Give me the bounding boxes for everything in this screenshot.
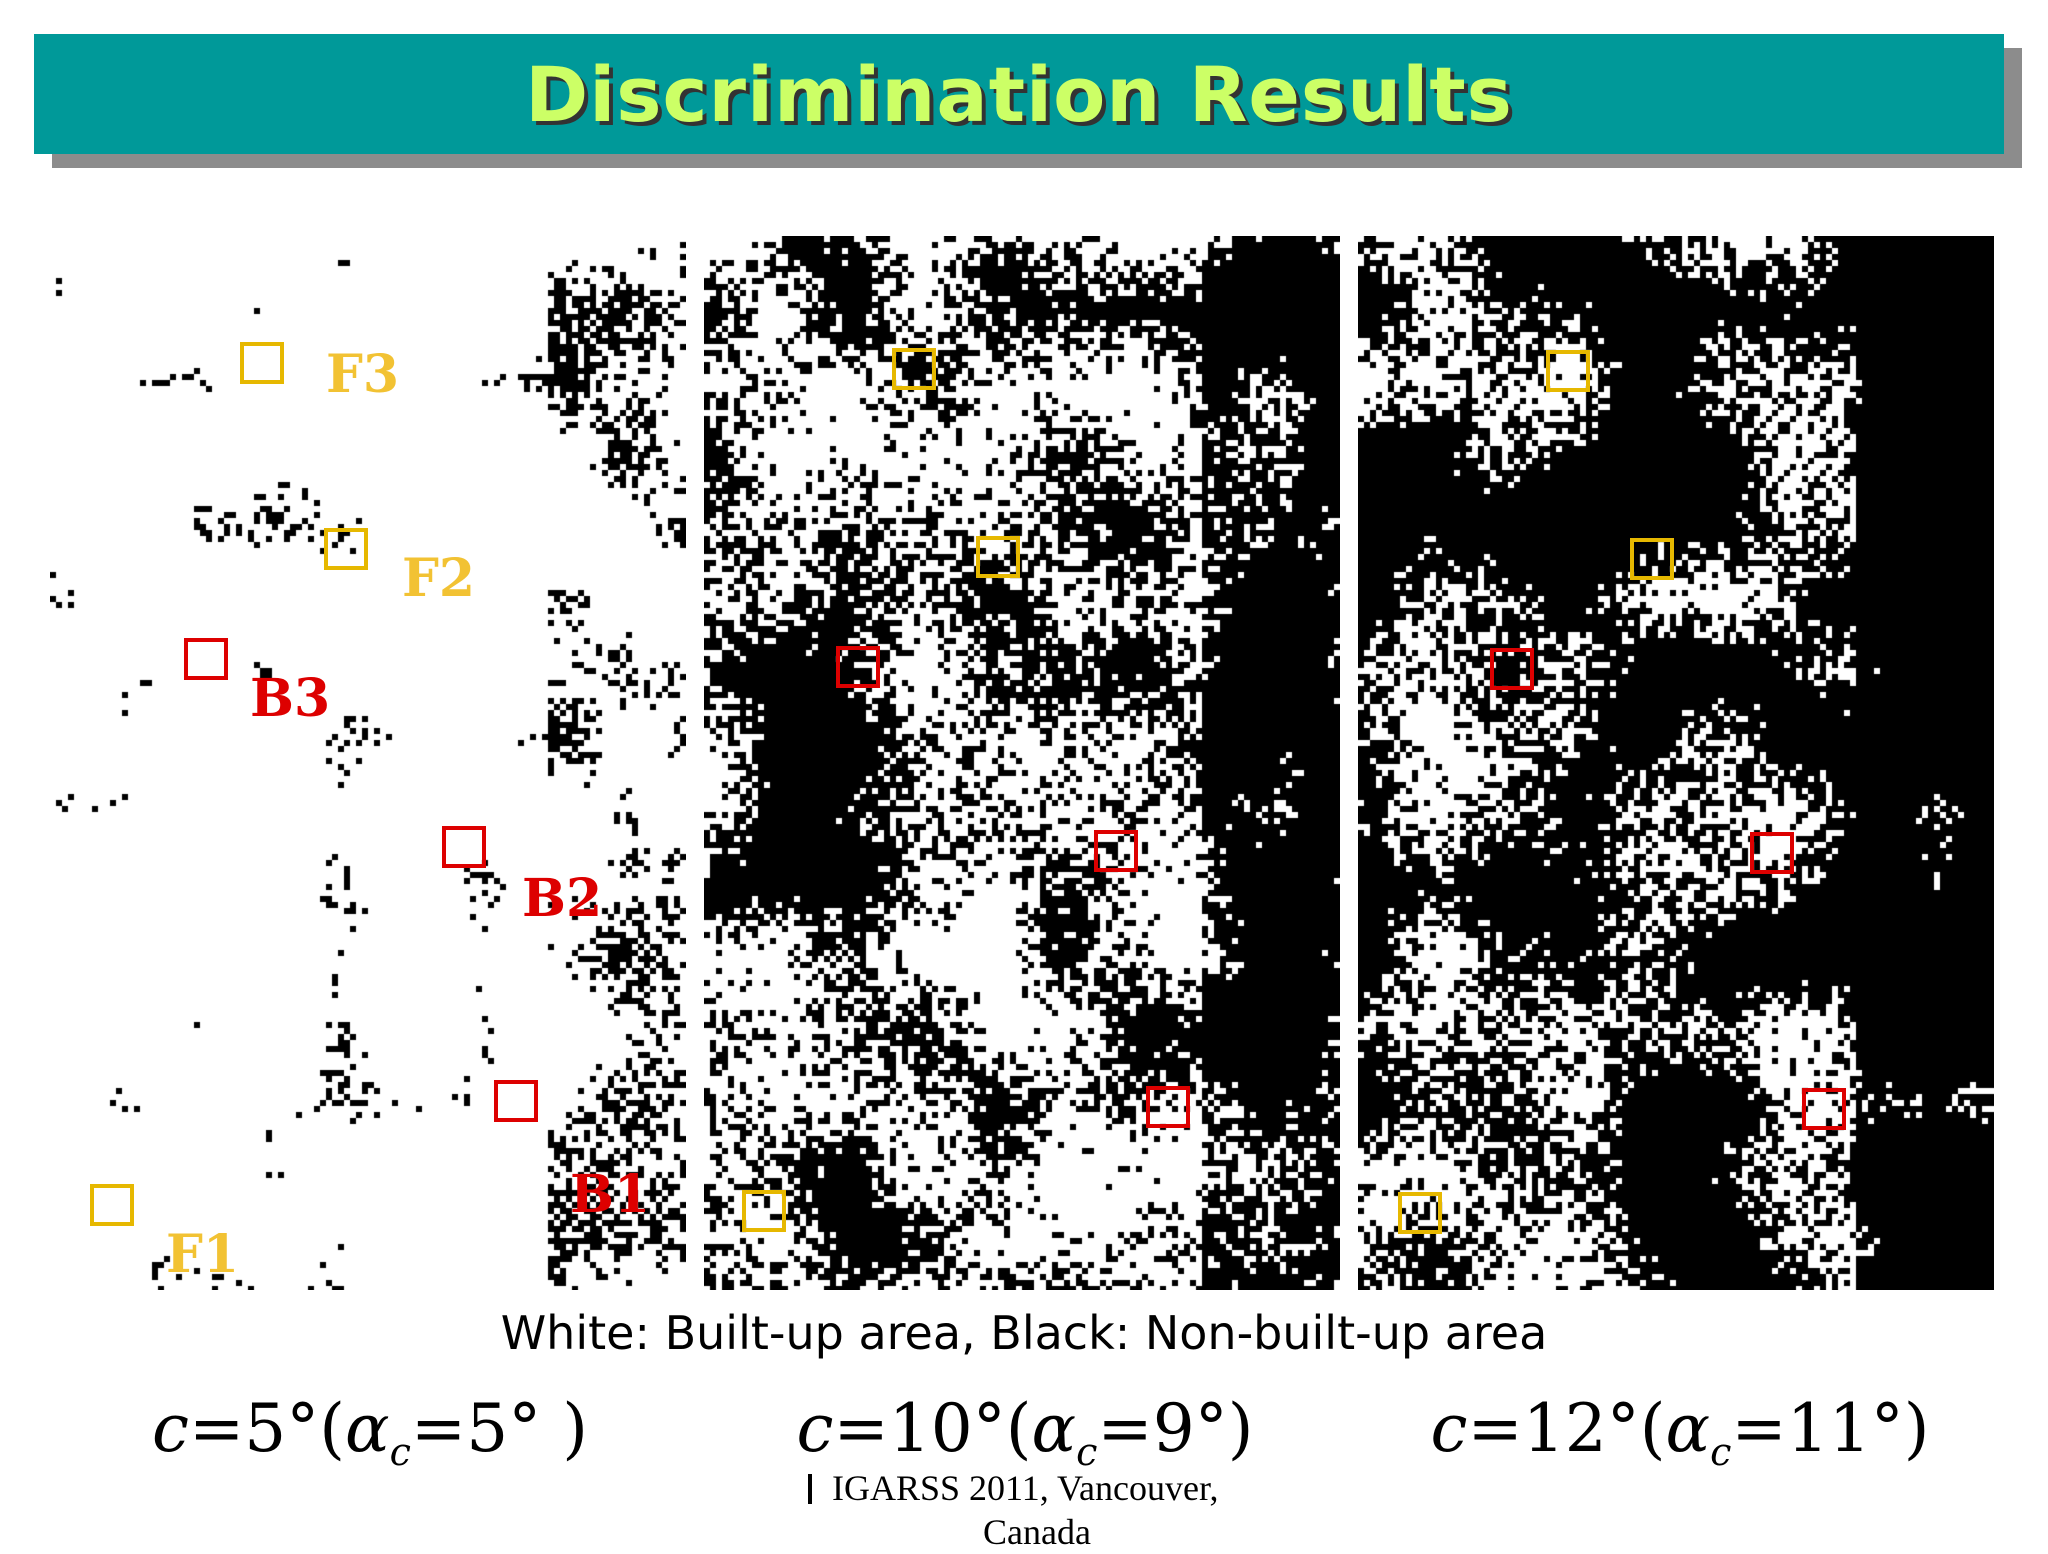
sample-box-f2	[1630, 538, 1674, 580]
sample-region-overlay-c10	[742, 348, 1190, 1232]
title-bar: Discrimination Results	[34, 34, 2004, 154]
label-b2: B2	[522, 868, 602, 929]
label-b1: B1	[570, 1164, 650, 1225]
label-f2: F2	[402, 548, 475, 609]
label-f1: F1	[166, 1224, 239, 1285]
sample-box-b3	[1490, 648, 1534, 690]
sample-box-f1	[742, 1190, 786, 1232]
footer-bullet	[808, 1474, 812, 1504]
sample-box-f2	[324, 528, 368, 570]
sample-box-f3	[240, 342, 284, 384]
sample-box-b3	[184, 638, 228, 680]
footer-conference: IGARSS 2011, Vancouver,	[832, 1468, 1219, 1508]
classification-map-c12	[1358, 236, 1994, 1290]
classification-map-c10	[704, 236, 1340, 1290]
caption-c12: c=12°(αc=11°)	[1430, 1390, 1930, 1474]
sample-region-overlay-c12	[1398, 350, 1846, 1234]
result-panel-c12	[1358, 236, 1994, 1290]
footer: IGARSS 2011, Vancouver, Canada	[808, 1466, 1308, 1554]
sample-box-b1	[494, 1080, 538, 1122]
result-panel-c10	[704, 236, 1340, 1290]
classification-map-c5	[50, 236, 686, 1290]
sample-region-overlay-c5: F3 F2 B3 B2 B1 F1	[90, 342, 650, 1285]
sample-box-b2	[1094, 830, 1138, 872]
result-panel-c5: F3 F2 B3 B2 B1 F1	[50, 236, 686, 1290]
caption-c10: c=10°(αc=9°)	[796, 1390, 1254, 1474]
caption-c5: c=5°(αc=5° )	[152, 1390, 588, 1474]
color-legend: White: Built-up area, Black: Non-built-u…	[500, 1306, 1548, 1360]
sample-box-f3	[892, 348, 936, 390]
label-f3: F3	[326, 344, 399, 405]
sample-box-b2	[1750, 832, 1794, 874]
slide-title: Discrimination Results	[525, 49, 1513, 139]
sample-box-b1	[1146, 1086, 1190, 1128]
sample-box-f1	[1398, 1192, 1442, 1234]
footer-location: Canada	[983, 1512, 1091, 1552]
sample-box-f3	[1546, 350, 1590, 392]
sample-box-b2	[442, 826, 486, 868]
sample-box-f1	[90, 1184, 134, 1226]
label-b3: B3	[250, 668, 330, 729]
sample-box-f2	[976, 536, 1020, 578]
sample-box-b3	[836, 646, 880, 688]
sample-box-b1	[1802, 1088, 1846, 1130]
